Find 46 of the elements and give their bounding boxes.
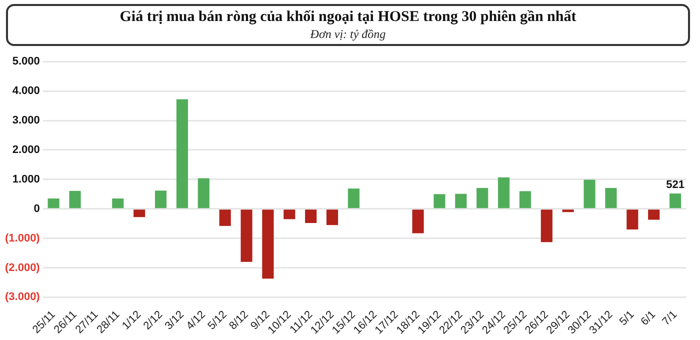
bar (48, 198, 60, 208)
y-tick-label: 5.000 (12, 56, 40, 68)
bar (455, 194, 467, 208)
y-tick-label: 0 (34, 202, 40, 215)
bar (112, 198, 124, 208)
bar (584, 180, 596, 208)
chart-title: Giá trị mua bán ròng của khối ngoại tại HOSE trong 30 phiên gần nhất (118, 9, 578, 26)
y-tick-label: (3.000) (4, 291, 40, 304)
y-tick-label: 3.000 (12, 114, 40, 127)
x-tick-label: 8/12 (227, 308, 251, 332)
chart-subtitle: Đơn vị: tỷ đồng (309, 27, 387, 42)
x-tick-label: 7/1 (660, 308, 680, 328)
bar (284, 210, 296, 220)
bar (134, 210, 146, 218)
bar (605, 188, 617, 208)
bar (198, 178, 210, 208)
bar (540, 210, 552, 242)
bar (240, 210, 252, 262)
x-tick-label: 3/12 (162, 308, 186, 332)
bar (648, 210, 660, 220)
bar (305, 210, 317, 223)
bar (498, 177, 510, 208)
y-tick-label: 4.000 (12, 85, 40, 98)
bar (262, 210, 274, 279)
bar (476, 188, 488, 208)
bar (412, 210, 424, 234)
bar (326, 210, 338, 226)
data-label: 521 (666, 179, 684, 192)
bar (626, 210, 638, 230)
x-tick-label: 5/12 (206, 308, 230, 332)
y-tick-label: (1.000) (4, 232, 40, 244)
x-tick-label: 5/1 (617, 308, 637, 328)
bar (562, 210, 574, 212)
y-tick-label: 2.000 (12, 144, 40, 156)
bar (69, 190, 81, 208)
y-tick-label: (2.000) (4, 262, 40, 274)
bar (176, 99, 188, 208)
y-tick-label: 1.000 (12, 173, 40, 186)
bar (669, 194, 682, 208)
bar (348, 188, 360, 208)
bar (219, 210, 231, 226)
bar (434, 194, 446, 208)
x-tick-label: 4/12 (184, 308, 208, 332)
x-tick-label: 6/1 (638, 308, 658, 328)
bar (154, 190, 167, 208)
bar (519, 191, 531, 208)
